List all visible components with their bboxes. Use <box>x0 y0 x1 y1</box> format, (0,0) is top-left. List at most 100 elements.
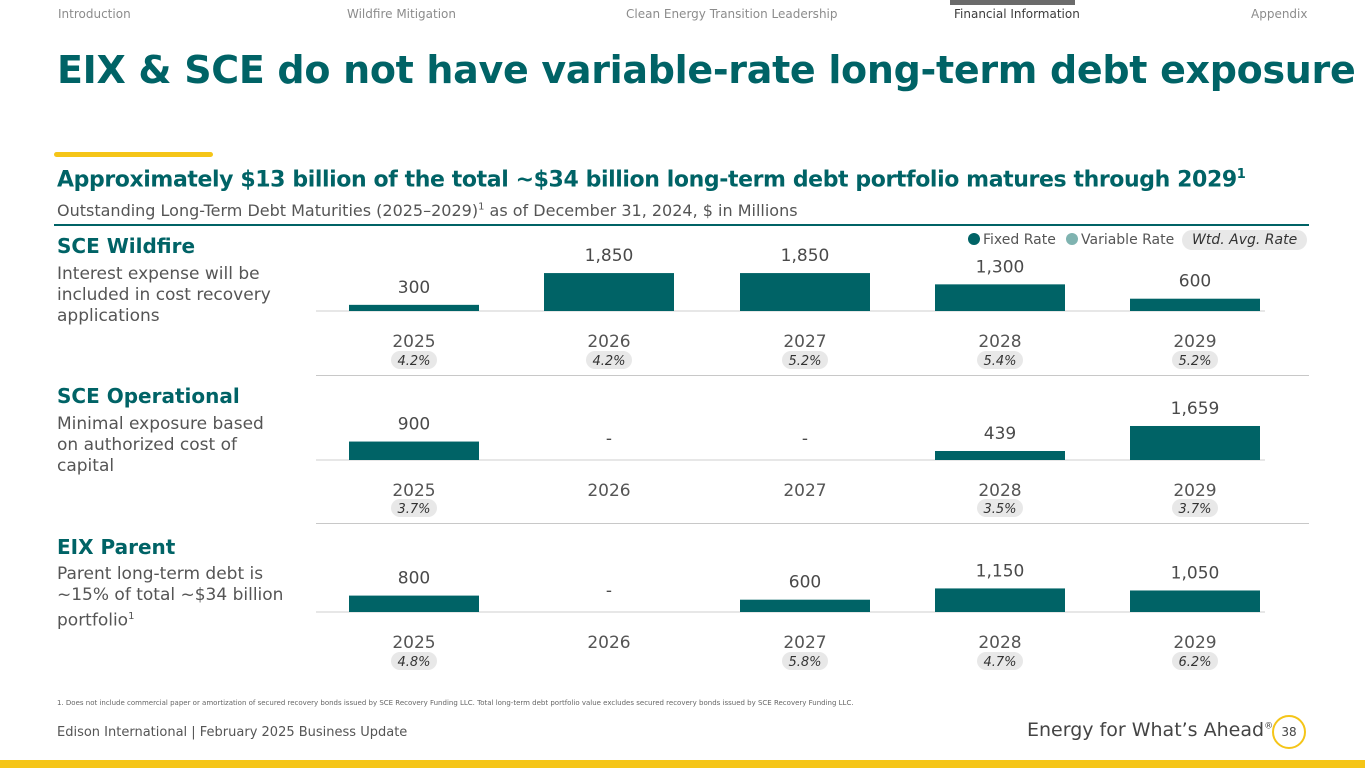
page-number: 38 <box>1272 715 1306 749</box>
section-divider <box>316 523 1309 524</box>
chart-description: Outstanding Long-Term Debt Maturities (2… <box>57 201 798 220</box>
data-label: - <box>802 429 808 449</box>
bar-2029 <box>1130 298 1260 311</box>
bottom-accent-bar <box>0 760 1365 768</box>
description-text-pre: Outstanding Long-Term Debt Maturities (2… <box>57 201 479 220</box>
data-label: 1,300 <box>976 257 1025 277</box>
data-label: 1,659 <box>1171 399 1220 419</box>
data-label: 600 <box>789 573 821 593</box>
wtd-avg-rate-label: 3.7% <box>397 502 430 517</box>
bar-2028 <box>935 451 1065 460</box>
subtitle-footnote-ref: 1 <box>1236 167 1246 182</box>
rate-pill <box>1172 652 1218 670</box>
x-tick-label: 2025 <box>392 481 435 501</box>
bar-2028 <box>935 588 1065 612</box>
bar-2025 <box>349 304 479 311</box>
chart-subtitle: Approximately $13 billion of the total ~… <box>57 167 1246 193</box>
nav-item-clean-energy[interactable]: Clean Energy Transition Leadership <box>626 7 838 21</box>
description-footnote-ref: 1 <box>478 201 485 213</box>
rate-pill <box>391 351 437 369</box>
x-tick-label: 2027 <box>783 481 826 501</box>
fixed-rate-swatch <box>968 233 980 245</box>
wtd-avg-rate-label: 3.5% <box>983 502 1016 517</box>
section-title-sce-operational: SCE Operational <box>57 384 240 408</box>
nav-item-financial-information[interactable]: Financial Information <box>954 7 1080 21</box>
wtd-avg-rate-label: 5.4% <box>983 354 1016 369</box>
wtd-avg-rate-label: 4.7% <box>983 655 1016 670</box>
bar-2028 <box>935 284 1065 311</box>
x-tick-label: 2025 <box>392 332 435 352</box>
nav-item-appendix[interactable]: Appendix <box>1251 7 1308 21</box>
bar-2025 <box>349 441 479 460</box>
accent-bar <box>54 152 213 157</box>
subtitle-text: Approximately $13 billion of the total ~… <box>57 167 1237 193</box>
footer-company-date: Edison International | February 2025 Bus… <box>57 725 408 740</box>
rate-pill <box>782 652 828 670</box>
rate-pill <box>977 351 1023 369</box>
x-tick-label: 2028 <box>978 332 1021 352</box>
legend-variable-rate: Variable Rate <box>1066 232 1174 248</box>
rate-pill <box>391 652 437 670</box>
bar-2026 <box>544 273 674 311</box>
wtd-avg-rate-label: 4.2% <box>397 354 430 369</box>
data-label: 1,850 <box>781 246 830 266</box>
description-text-post: as of December 31, 2024, $ in Millions <box>484 201 798 220</box>
bar-2027 <box>740 273 870 311</box>
section-title-sce-wildfire: SCE Wildfire <box>57 234 196 258</box>
x-tick-label: 2028 <box>978 633 1021 653</box>
section-nav: Introduction Wildfire Mitigation Clean E… <box>0 0 1365 30</box>
section-desc-eix-parent: Parent long-term debt is ~15% of total ~… <box>57 564 287 632</box>
section-desc-eix-parent-text: Parent long-term debt is ~15% of total ~… <box>57 564 284 631</box>
nav-item-introduction[interactable]: Introduction <box>58 7 131 21</box>
wtd-avg-rate-label: 4.8% <box>397 655 430 670</box>
section-title-eix-parent: EIX Parent <box>57 535 176 559</box>
bar-2025 <box>349 595 479 612</box>
legend-fixed-rate: Fixed Rate <box>968 232 1056 248</box>
x-tick-label: 2026 <box>587 332 630 352</box>
x-tick-label: 2026 <box>587 633 630 653</box>
data-label: 1,850 <box>585 246 634 266</box>
data-label: 900 <box>398 415 430 435</box>
nav-item-wildfire-mitigation[interactable]: Wildfire Mitigation <box>347 7 456 21</box>
data-label: 1,050 <box>1171 563 1220 583</box>
registered-mark: ® <box>1264 721 1274 732</box>
bar-2029 <box>1130 590 1260 612</box>
wtd-avg-rate-label: 5.8% <box>788 655 821 670</box>
rate-pill <box>1172 351 1218 369</box>
x-tick-label: 2029 <box>1173 332 1216 352</box>
data-label: - <box>606 581 612 601</box>
bar-2027 <box>740 599 870 612</box>
data-label: - <box>606 429 612 449</box>
section-divider <box>316 375 1309 376</box>
rate-pill <box>782 351 828 369</box>
section-desc-footnote-ref: 1 <box>128 611 135 622</box>
legend-wtd-avg-rate: Wtd. Avg. Rate <box>1182 230 1308 250</box>
bar-2029 <box>1130 425 1260 460</box>
data-label: 439 <box>984 424 1016 444</box>
x-tick-label: 2026 <box>587 481 630 501</box>
section-desc-sce-wildfire: Interest expense will be included in cos… <box>57 264 271 326</box>
footnote: 1. Does not include commercial paper or … <box>57 699 854 707</box>
data-label: 300 <box>398 278 430 298</box>
tagline-text: Energy for What’s Ahead <box>1027 719 1265 741</box>
x-tick-label: 2029 <box>1173 633 1216 653</box>
header-divider <box>54 224 1309 226</box>
data-label: 600 <box>1179 272 1211 292</box>
x-tick-label: 2028 <box>978 481 1021 501</box>
nav-active-indicator <box>950 0 1075 5</box>
section-desc-sce-operational: Minimal exposure based on authorized cos… <box>57 414 264 476</box>
rate-pill <box>977 499 1023 517</box>
x-tick-label: 2027 <box>783 633 826 653</box>
wtd-avg-rate-label: 5.2% <box>788 354 821 369</box>
data-label: 800 <box>398 569 430 589</box>
rate-pill <box>391 499 437 517</box>
data-label: 1,150 <box>976 561 1025 581</box>
legend-fixed-label: Fixed Rate <box>983 232 1056 248</box>
variable-rate-swatch <box>1066 233 1078 245</box>
rate-pill <box>1172 499 1218 517</box>
legend-variable-label: Variable Rate <box>1081 232 1175 248</box>
x-tick-label: 2027 <box>783 332 826 352</box>
page-title: EIX & SCE do not have variable-rate long… <box>57 48 1356 92</box>
wtd-avg-rate-label: 3.7% <box>1178 502 1211 517</box>
